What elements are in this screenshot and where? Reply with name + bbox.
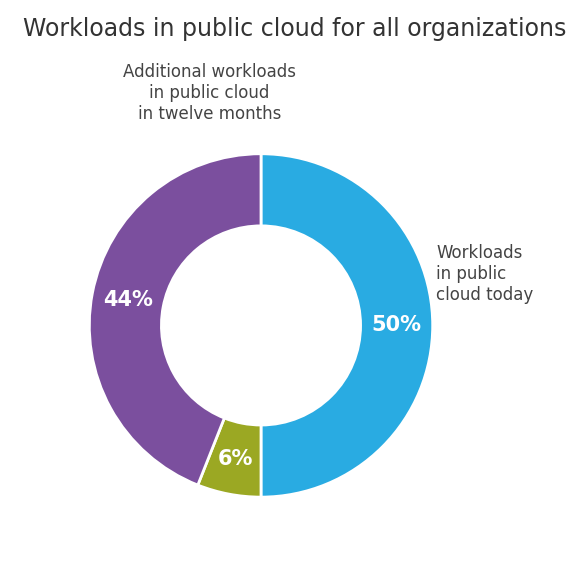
Wedge shape bbox=[198, 418, 261, 497]
Text: Workloads in public cloud for all organizations: Workloads in public cloud for all organi… bbox=[23, 17, 567, 41]
Text: Additional workloads
in public cloud
in twelve months: Additional workloads in public cloud in … bbox=[123, 63, 296, 123]
Text: 6%: 6% bbox=[218, 449, 253, 469]
Text: 44%: 44% bbox=[103, 290, 153, 310]
Wedge shape bbox=[261, 154, 433, 497]
Text: 50%: 50% bbox=[372, 316, 422, 335]
Text: Workloads
in public
cloud today: Workloads in public cloud today bbox=[436, 244, 534, 304]
Wedge shape bbox=[89, 154, 261, 485]
Text: Not in
public
cloud: Not in public cloud bbox=[0, 575, 1, 576]
